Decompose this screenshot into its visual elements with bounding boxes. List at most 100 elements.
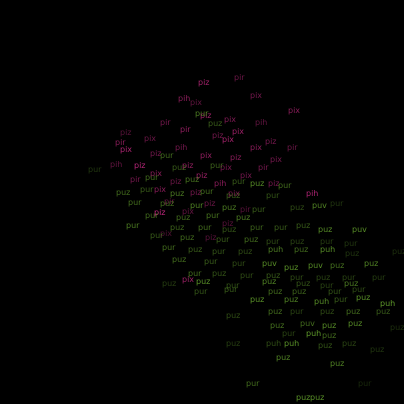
point-label: puz xyxy=(294,245,308,254)
point-label: pir xyxy=(164,197,175,206)
point-label: puz xyxy=(310,393,324,402)
point-label: pix xyxy=(144,134,156,143)
point-label: puh xyxy=(314,297,329,306)
point-label: pir xyxy=(234,73,245,82)
point-label: pix xyxy=(182,207,194,216)
point-label: puz xyxy=(222,203,236,212)
point-label: pir xyxy=(130,175,141,184)
point-label: pih xyxy=(255,118,267,127)
point-label: puv xyxy=(352,225,367,234)
point-label: pur xyxy=(128,198,142,207)
point-label: pix xyxy=(250,143,262,152)
point-label: piz xyxy=(200,111,212,120)
point-label: pih xyxy=(306,189,318,198)
point-label: pur xyxy=(320,281,334,290)
point-label: piz xyxy=(154,208,166,217)
point-label: puz xyxy=(268,307,282,316)
point-label: pur xyxy=(200,187,214,196)
point-label: pix xyxy=(182,275,194,284)
point-label: puh xyxy=(266,339,281,348)
point-label: pur xyxy=(212,247,226,256)
point-label: pur xyxy=(274,223,288,232)
point-label: piz xyxy=(204,199,216,208)
point-label: puz xyxy=(238,247,252,256)
point-label: pir xyxy=(240,205,251,214)
point-label: puz xyxy=(296,279,310,288)
point-label: pir xyxy=(180,125,191,134)
point-label: pix xyxy=(160,229,172,238)
point-label: puz xyxy=(222,225,236,234)
point-label: pix xyxy=(120,145,132,154)
point-label: puz xyxy=(160,199,174,208)
point-label: puh xyxy=(284,339,299,348)
point-label: pur xyxy=(232,177,246,186)
point-label: puz xyxy=(226,339,240,348)
point-label: pur xyxy=(188,269,202,278)
point-label: puz xyxy=(270,321,284,330)
point-label: piz xyxy=(170,177,182,186)
point-label: puv xyxy=(262,259,277,268)
point-label: puz xyxy=(290,203,304,212)
point-label: puz xyxy=(284,295,298,304)
point-label: piz xyxy=(150,149,162,158)
point-label: piz xyxy=(198,78,210,87)
point-label: piz xyxy=(268,179,280,188)
point-label: pur xyxy=(160,151,174,160)
point-label: puz xyxy=(292,287,306,296)
point-label: puz xyxy=(370,345,384,354)
point-label: pur xyxy=(266,237,280,246)
point-label: pih xyxy=(214,179,226,188)
point-label: puz xyxy=(284,263,298,272)
point-label: puh xyxy=(320,245,335,254)
point-label: pur xyxy=(226,281,240,290)
point-label: piz xyxy=(120,128,132,137)
point-label: pur xyxy=(126,221,140,230)
point-label: piz xyxy=(222,219,234,228)
point-label: pur xyxy=(246,379,260,388)
point-label: puz xyxy=(290,237,304,246)
point-label: puz xyxy=(212,269,226,278)
point-label: pur xyxy=(232,259,246,268)
point-label: puz xyxy=(188,245,202,254)
point-label: puz xyxy=(318,341,332,350)
point-label: puh xyxy=(380,299,395,308)
point-label: puz xyxy=(250,179,264,188)
point-label: pur xyxy=(194,287,208,296)
point-label: puz xyxy=(116,188,130,197)
point-label: puz xyxy=(330,359,344,368)
point-label: puv xyxy=(300,319,315,328)
point-label: pix xyxy=(228,189,240,198)
point-label: pur xyxy=(250,223,264,232)
point-label: pur xyxy=(224,285,238,294)
point-label: puz xyxy=(170,223,184,232)
point-label: puh xyxy=(306,329,321,338)
point-label: pur xyxy=(328,287,342,296)
point-label: pur xyxy=(334,295,348,304)
point-label: puz xyxy=(392,247,404,256)
point-label: puz xyxy=(162,279,176,288)
point-label: pur xyxy=(330,199,344,208)
point-label: pur xyxy=(216,235,230,244)
point-label: pir xyxy=(258,163,269,172)
point-label: pur xyxy=(240,271,254,280)
point-label: pur xyxy=(198,223,212,232)
point-label: pur xyxy=(162,243,176,252)
point-label: pur xyxy=(145,173,159,182)
point-label: puz xyxy=(296,393,310,402)
point-label: pir xyxy=(287,143,298,152)
point-label: puz xyxy=(266,271,280,280)
point-label: puz xyxy=(226,191,240,200)
point-label: piz xyxy=(230,153,242,162)
point-label: puz xyxy=(346,307,360,316)
point-label: puz xyxy=(262,277,276,286)
point-label: pur xyxy=(190,201,204,210)
point-label: puz xyxy=(244,235,258,244)
point-label: puz xyxy=(318,225,332,234)
point-label: puz xyxy=(185,175,199,184)
point-label: puz xyxy=(320,307,334,316)
point-label: pur xyxy=(206,211,220,220)
point-label: piz xyxy=(190,188,202,197)
